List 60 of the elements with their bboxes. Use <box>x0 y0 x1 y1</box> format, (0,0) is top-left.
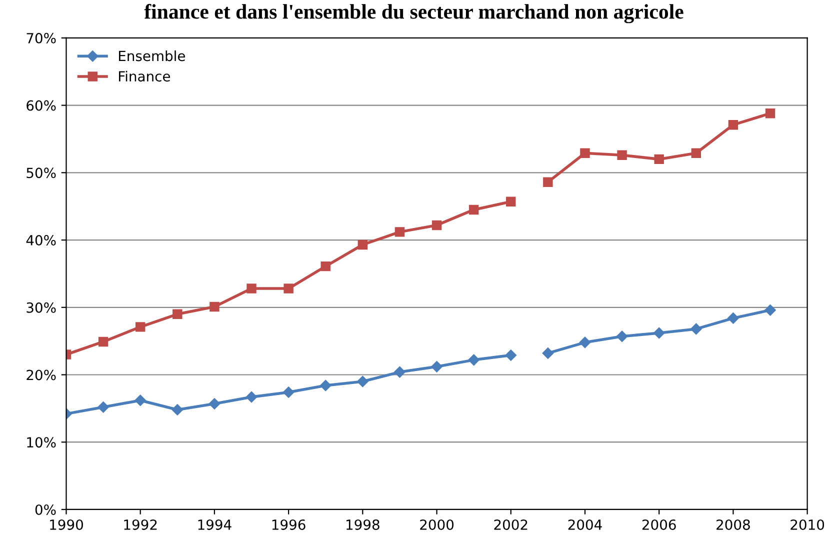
x-tick-label: 1994 <box>198 519 232 530</box>
point <box>506 196 516 206</box>
x-tick-label: 2000 <box>420 519 454 530</box>
x-tick-label: 2002 <box>494 519 528 530</box>
y-tick-label: 0% <box>35 504 56 515</box>
point <box>728 312 739 324</box>
point <box>653 327 665 339</box>
y-tick-label: 40% <box>26 234 56 246</box>
point <box>580 148 590 158</box>
point <box>432 220 442 230</box>
point <box>284 284 294 294</box>
point <box>764 304 776 316</box>
point <box>616 330 628 342</box>
point <box>690 323 702 335</box>
point <box>282 386 294 398</box>
point <box>320 261 330 272</box>
y-tick-label: 20% <box>26 370 56 380</box>
point <box>246 391 258 403</box>
point <box>135 322 146 332</box>
point <box>357 376 368 388</box>
point <box>468 354 480 366</box>
legend-label: Ensemble <box>118 50 185 62</box>
point <box>210 302 220 312</box>
point <box>579 336 591 348</box>
x-tick-label: 1990 <box>50 519 83 530</box>
x-tick-label: 2008 <box>716 519 750 530</box>
x-tick-label: 1992 <box>124 519 157 530</box>
y-tick-label: 30% <box>26 302 56 313</box>
point <box>246 284 256 294</box>
point <box>431 361 442 372</box>
x-tick-label: 1998 <box>346 519 380 530</box>
point <box>654 154 664 164</box>
x-tick-label: 2010 <box>790 519 824 530</box>
x-tick-label: 2006 <box>642 519 676 530</box>
point <box>172 309 182 319</box>
point <box>358 240 368 250</box>
point <box>98 401 109 413</box>
y-tick-label: 10% <box>27 437 56 448</box>
point <box>394 227 405 237</box>
y-tick-label: 50% <box>26 168 56 178</box>
point <box>394 366 406 378</box>
point <box>320 380 332 392</box>
legend-label: Finance <box>118 70 170 82</box>
point <box>543 177 553 187</box>
x-tick-label: 2004 <box>568 519 602 530</box>
point <box>505 350 516 361</box>
y-tick-label: 70% <box>26 32 56 44</box>
chart-title: finance et dans l'ensemble du secteur marchand non agricole <box>144 4 684 24</box>
x-tick-label: 1996 <box>272 519 306 530</box>
y-tick-label: 60% <box>26 100 56 111</box>
point <box>172 404 184 416</box>
point <box>542 348 554 359</box>
point <box>468 204 479 215</box>
point <box>728 120 738 130</box>
point <box>208 398 220 410</box>
point <box>617 150 627 160</box>
point <box>134 394 146 406</box>
point <box>98 336 108 347</box>
point <box>691 148 702 158</box>
point <box>765 108 776 118</box>
